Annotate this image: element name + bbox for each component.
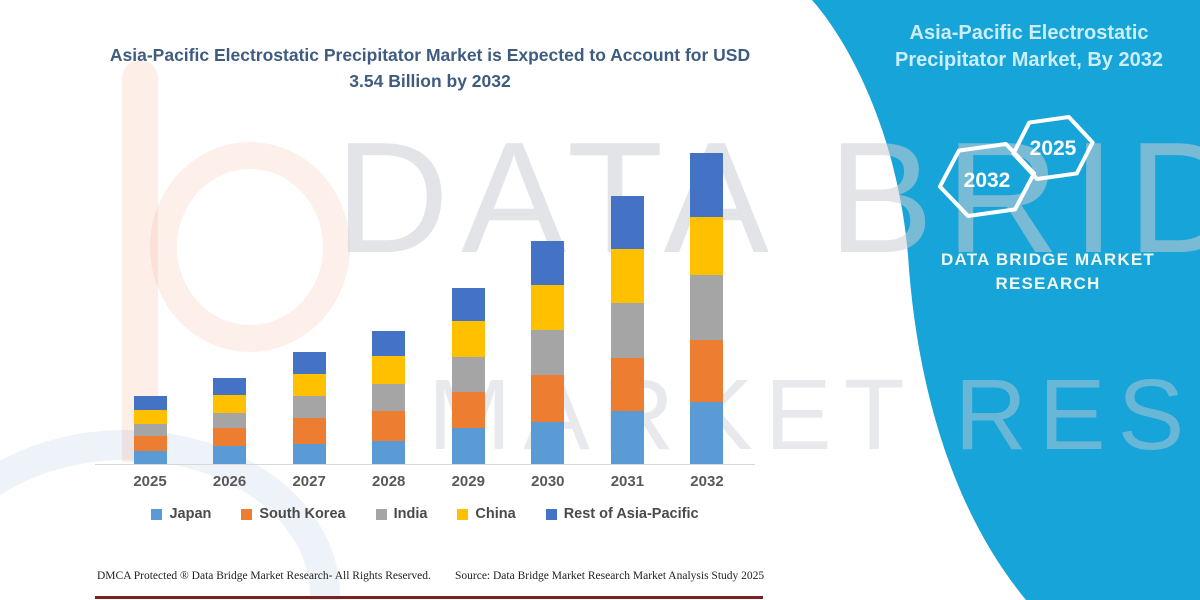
hexagon-2025: 2025 <box>1011 114 1095 182</box>
footer-source: Source: Data Bridge Market Research Mark… <box>455 570 765 582</box>
bar-segment-2031-rest-of-asia-pacific <box>610 196 644 250</box>
legend-marker-rest-of-asia-pacific <box>545 508 557 520</box>
legend-item-china: China <box>457 506 516 522</box>
chart-legend: Japan South Korea India China Rest of Asia-P… <box>95 506 755 522</box>
legend-marker-china <box>457 508 469 520</box>
legend-item-rest-of-asia-pacific: Rest of Asia-Pacific <box>545 506 699 522</box>
plot-area: 2025 2026 2027 2028 2029 2030 2031 2032 <box>95 120 755 490</box>
bar-segment-2025-south-korea <box>133 435 167 451</box>
bar-segment-2026-japan <box>213 446 247 464</box>
bar-segment-2032-india <box>690 274 724 340</box>
side-panel-title-line1: Asia-Pacific Electrostatic <box>909 22 1149 44</box>
x-axis-label-2032: 2032 <box>690 473 724 490</box>
bar-segment-2031-india <box>610 302 644 358</box>
bar-segment-2026-rest-of-asia-pacific <box>213 377 247 396</box>
bar-segment-2027-south-korea <box>292 418 326 444</box>
legend-item-south-korea: South Korea <box>241 506 346 522</box>
bar-segment-2029-india <box>451 356 485 392</box>
bar-segment-2029-japan <box>451 427 485 464</box>
legend-marker-india <box>375 508 387 520</box>
hexagon-2032-label: 2032 <box>964 169 1011 192</box>
bar-segment-2025-rest-of-asia-pacific <box>133 396 167 411</box>
bar-segment-2032-south-korea <box>690 339 724 403</box>
chart-title-line1: Asia-Pacific Electrostatic Precipitator … <box>109 45 751 65</box>
x-axis-line <box>95 464 755 465</box>
bar-segment-2028-india <box>372 383 406 412</box>
bar-segment-2028-china <box>372 355 406 384</box>
bar-segment-2032-china <box>690 216 724 275</box>
legend-label-south-korea: South Korea <box>259 506 346 522</box>
side-panel-title-line2: Precipitator Market, By 2032 <box>895 49 1163 71</box>
bar-segment-2028-rest-of-asia-pacific <box>372 331 406 356</box>
footer-divider-line <box>95 596 763 599</box>
bar-segment-2031-south-korea <box>610 357 644 412</box>
bar-segment-2029-south-korea <box>451 391 485 428</box>
hexagon-badges: 2025 2032 <box>937 114 1095 218</box>
bar-segment-2028-japan <box>372 441 406 464</box>
x-axis-label-2031: 2031 <box>610 473 645 490</box>
bar-segment-2030-china <box>531 284 565 331</box>
bar-segment-2031-japan <box>610 411 644 464</box>
bar-segment-2026-south-korea <box>213 427 247 447</box>
bar-2032 <box>690 152 724 464</box>
bar-segment-2030-japan <box>531 421 565 464</box>
bar-2026 <box>213 377 247 464</box>
side-panel-title: Asia-Pacific Electrostatic Precipitator … <box>868 20 1190 74</box>
x-axis-label-2025: 2025 <box>133 473 167 490</box>
legend-marker-south-korea <box>241 508 253 520</box>
chart-title: Asia-Pacific Electrostatic Precipitator … <box>80 42 780 94</box>
bar-segment-2032-rest-of-asia-pacific <box>690 152 724 217</box>
legend-label-japan: Japan <box>169 506 212 522</box>
bar-2025 <box>133 396 167 464</box>
bar-segment-2032-japan <box>690 402 724 464</box>
legend-label-india: India <box>393 506 428 522</box>
bar-segment-2027-china <box>292 374 326 397</box>
bar-segment-2030-india <box>531 330 565 376</box>
x-axis-label-2029: 2029 <box>451 473 485 490</box>
bar-segment-2028-south-korea <box>372 411 406 442</box>
bar-segment-2029-china <box>451 320 485 357</box>
hexagon-2025-label: 2025 <box>1030 137 1077 160</box>
legend-label-china: China <box>475 506 516 522</box>
x-axis-label-2026: 2026 <box>212 473 247 490</box>
bar-segment-2026-china <box>213 395 247 413</box>
brand-name-line2: RESEARCH <box>995 274 1101 293</box>
hexagon-2032-outline <box>937 142 1037 218</box>
bar-2029 <box>451 287 485 464</box>
footer-copyright: DMCA Protected ® Data Bridge Market Rese… <box>97 570 431 582</box>
bar-segment-2027-india <box>292 396 326 419</box>
bar-2028 <box>372 331 406 464</box>
bar-segment-2030-rest-of-asia-pacific <box>531 241 565 285</box>
bar-segment-2031-china <box>610 249 644 303</box>
bar-2031 <box>610 196 644 464</box>
brand-name: DATA BRIDGE MARKET RESEARCH <box>898 248 1198 296</box>
bar-2027 <box>292 352 326 464</box>
bar-segment-2025-china <box>133 410 167 424</box>
legend-item-india: India <box>375 506 428 522</box>
brand-name-line1: DATA BRIDGE MARKET <box>941 250 1155 269</box>
hexagon-2032: 2032 <box>937 142 1037 218</box>
bar-segment-2025-japan <box>133 450 167 464</box>
hexagon-2025-outline <box>1011 114 1095 182</box>
legend-marker-japan <box>151 508 163 520</box>
bar-segment-2027-japan <box>292 443 326 464</box>
x-axis-label-2028: 2028 <box>372 473 406 490</box>
x-axis-label-2027: 2027 <box>292 473 326 490</box>
bar-segment-2030-south-korea <box>531 375 565 422</box>
legend-label-rest-of-asia-pacific: Rest of Asia-Pacific <box>563 506 699 522</box>
bar-segment-2029-rest-of-asia-pacific <box>451 287 485 321</box>
bar-2030 <box>531 241 565 464</box>
side-panel-shape <box>812 0 1200 600</box>
bar-segment-2025-india <box>133 423 167 436</box>
legend-item-japan: Japan <box>151 506 211 522</box>
x-axis-label-2030: 2030 <box>531 473 565 490</box>
bar-segment-2027-rest-of-asia-pacific <box>292 352 326 375</box>
chart-title-line2: 3.54 Billion by 2032 <box>349 71 511 91</box>
bar-segment-2026-india <box>213 412 247 428</box>
